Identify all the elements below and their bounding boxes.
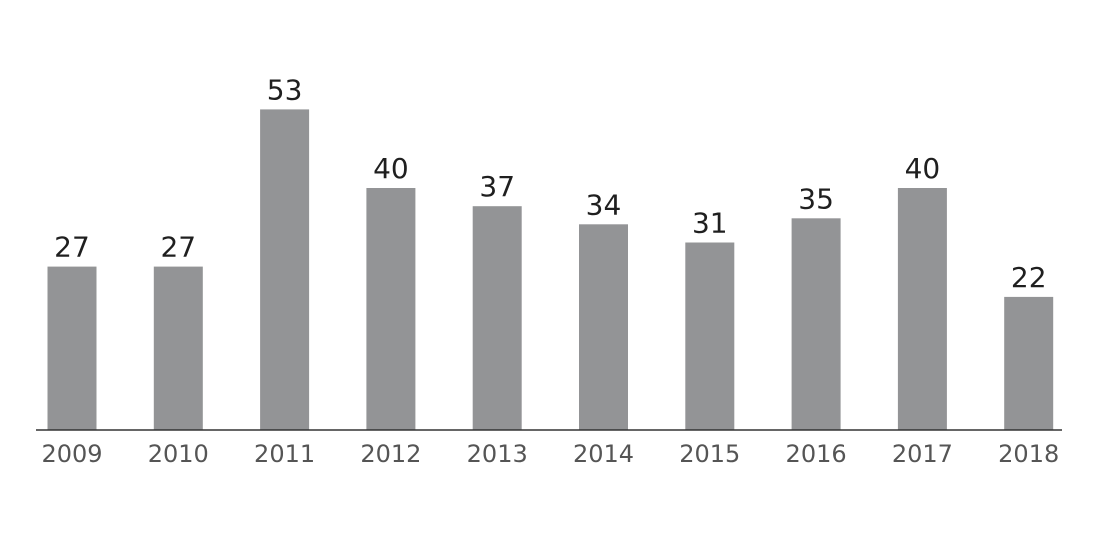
x-tick-label-2017: 2017 <box>892 440 953 468</box>
value-label-2015: 31 <box>692 207 728 240</box>
x-tick-label-2013: 2013 <box>467 440 528 468</box>
x-tick-label-2009: 2009 <box>41 440 102 468</box>
bar-2010 <box>153 266 203 430</box>
value-label-2009: 27 <box>54 231 90 264</box>
x-tick-label-2015: 2015 <box>679 440 740 468</box>
bar-2011 <box>260 109 310 431</box>
value-label-2016: 35 <box>798 182 834 215</box>
bar-2014 <box>579 224 628 430</box>
value-label-2014: 34 <box>586 188 622 221</box>
bars-group <box>47 109 1054 431</box>
bar-2018 <box>1004 296 1054 430</box>
x-tick-label-2016: 2016 <box>786 440 847 468</box>
value-label-2018: 22 <box>1011 261 1047 294</box>
value-label-2012: 40 <box>373 152 409 185</box>
value-labels-group: 27 27 53 40 37 34 31 35 40 22 <box>54 73 1047 294</box>
bar-2015 <box>685 242 735 430</box>
value-label-2010: 27 <box>160 231 196 264</box>
value-label-2017: 40 <box>905 152 941 185</box>
value-label-2013: 37 <box>479 170 515 203</box>
x-tick-label-2010: 2010 <box>148 440 209 468</box>
bar-2013 <box>472 206 522 430</box>
bar-2017 <box>897 188 947 430</box>
value-label-2011: 53 <box>267 73 303 106</box>
bar-2016 <box>791 218 841 431</box>
bar-2012 <box>366 188 416 430</box>
x-tick-label-2018: 2018 <box>998 440 1059 468</box>
bar-2009 <box>47 266 97 430</box>
x-axis-tick-labels: 2009 2010 2011 2012 2013 2014 2015 2016 2017 2018 <box>41 440 1059 468</box>
x-tick-label-2011: 2011 <box>254 440 315 468</box>
x-tick-label-2012: 2012 <box>360 440 421 468</box>
x-tick-label-2014: 2014 <box>573 440 634 468</box>
